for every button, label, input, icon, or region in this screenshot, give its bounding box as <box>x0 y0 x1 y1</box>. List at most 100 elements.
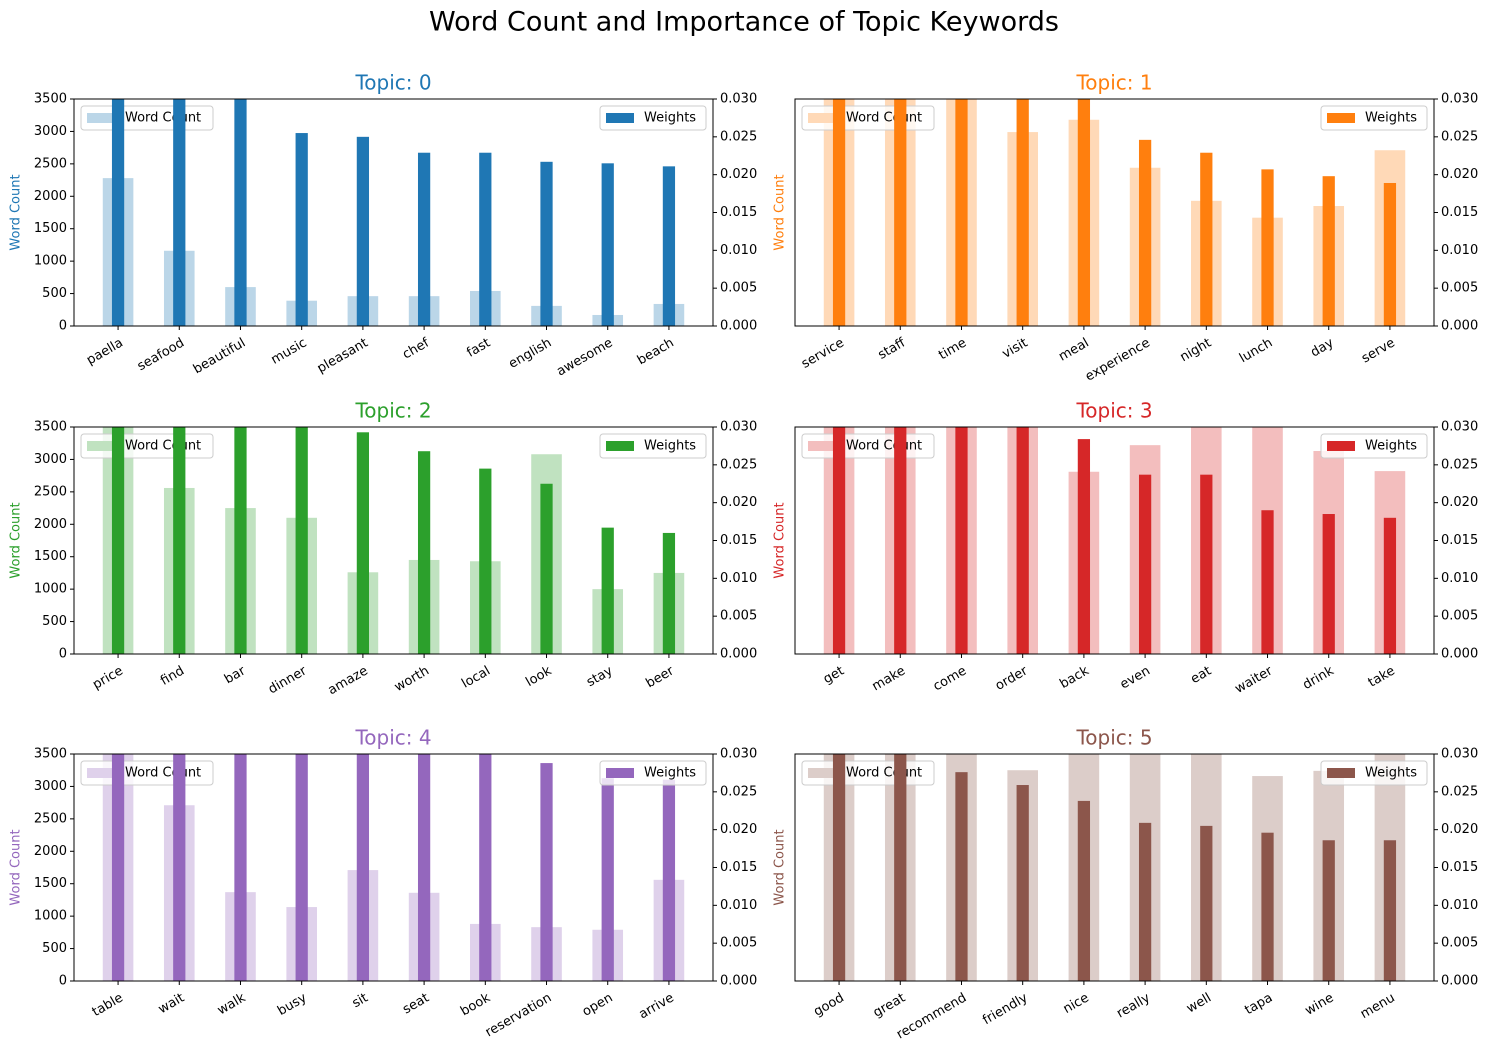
legend-frame <box>1320 105 1428 131</box>
bar <box>662 166 676 326</box>
bar <box>173 754 186 981</box>
x-tick-label: busy <box>275 990 310 1019</box>
bar <box>479 754 492 981</box>
bar <box>1200 825 1213 981</box>
plot-area: Word Count Weights <box>80 99 707 326</box>
x-tick-label: awesome <box>554 336 615 380</box>
y2-tick-label: 0.030 <box>720 420 757 435</box>
legend-label: Word Count <box>125 111 201 126</box>
x-tick-label: great <box>871 991 908 1021</box>
axes-title: Topic: 5 <box>1075 726 1152 750</box>
y2-tick-label: 0.020 <box>1441 167 1478 182</box>
x-tick-label: nice <box>1061 991 1092 1017</box>
bar <box>295 427 308 654</box>
bar <box>417 754 431 981</box>
y-tick-label: 3500 <box>34 420 67 435</box>
x-tick-label: table <box>90 991 126 1020</box>
bar <box>356 432 370 654</box>
legend: Weights <box>599 433 707 459</box>
axes-title: Topic: 0 <box>354 71 431 95</box>
legend-swatch <box>87 768 115 778</box>
y2-tick-label: 0.030 <box>1441 92 1478 107</box>
x-tick-label: eat <box>1188 664 1214 688</box>
bar <box>601 778 614 981</box>
bar <box>173 427 186 654</box>
bar <box>111 99 125 326</box>
x-tick-label: good <box>811 991 847 1020</box>
y-axis-label: Word Count <box>773 829 788 905</box>
bar <box>356 136 370 326</box>
legend-swatch <box>1327 441 1355 451</box>
legend-label: Word Count <box>846 439 922 454</box>
x-tick-label: beautiful <box>191 336 248 378</box>
y-tick-label: 2000 <box>34 844 67 859</box>
y2-tick-label: 0.010 <box>720 898 757 913</box>
bar <box>894 427 907 654</box>
y-axis-label: Word Count <box>773 174 788 250</box>
x-tick-label: serve <box>1359 336 1398 367</box>
y-tick-label: 3500 <box>34 747 67 762</box>
y-tick-label: 3000 <box>34 452 67 467</box>
bar <box>955 427 968 654</box>
y-tick-label: 1500 <box>34 549 67 564</box>
x-tick-label: open <box>580 991 616 1020</box>
bar <box>295 754 308 981</box>
legend-frame <box>599 760 707 786</box>
legend-frame <box>599 105 707 131</box>
bar <box>1261 169 1274 326</box>
y2-tick-label: 0.000 <box>720 319 757 334</box>
y2-tick-label: 0.025 <box>720 129 757 144</box>
bar <box>111 427 125 654</box>
y-tick-label: 1000 <box>34 582 67 597</box>
y2-tick-label: 0.005 <box>1441 609 1478 624</box>
legend-swatch <box>808 768 836 778</box>
x-tick-label: stay <box>584 663 616 690</box>
bar <box>601 163 614 326</box>
x-tick-label: seat <box>400 991 432 1018</box>
x-tick-label: look <box>523 663 554 690</box>
figure-title: Word Count and Importance of Topic Keywo… <box>429 7 1059 38</box>
y2-tick-label: 0.010 <box>720 571 757 586</box>
y2-tick-label: 0.020 <box>720 167 757 182</box>
x-tick-label: chef <box>400 335 432 362</box>
bar <box>1322 514 1335 654</box>
y2-tick-label: 0.015 <box>720 205 757 220</box>
axes-frame <box>794 753 1435 982</box>
x-tick-label: night <box>1178 336 1214 366</box>
legend: Word Count <box>80 105 214 131</box>
legend: Weights <box>599 760 707 786</box>
y2-tick-label: 0.000 <box>1441 974 1478 989</box>
legend: Weights <box>599 105 707 131</box>
y2-tick-label: 0.020 <box>720 495 757 510</box>
bar <box>1138 474 1152 654</box>
y2-tick-label: 0.005 <box>720 609 757 624</box>
x-tick-label: music <box>269 336 310 368</box>
x-tick-label: friendly <box>980 990 1030 1028</box>
bar <box>662 532 676 654</box>
x-tick-label: service <box>799 336 847 372</box>
legend-swatch <box>87 113 115 123</box>
y-tick-label: 0 <box>59 647 67 662</box>
legend-label: Word Count <box>125 439 201 454</box>
plot-area: Word Count Weights <box>801 427 1428 654</box>
x-tick-label: find <box>158 664 187 689</box>
x-tick-label: back <box>1057 663 1092 692</box>
y-axis-label: Word Count <box>9 502 24 578</box>
legend: Weights <box>1320 105 1428 131</box>
x-tick-label: worth <box>392 664 432 696</box>
bar <box>894 99 907 326</box>
y2-tick-label: 0.005 <box>720 936 757 951</box>
x-tick-label: order <box>993 663 1031 694</box>
bar <box>540 161 553 326</box>
y-tick-label: 0 <box>59 974 67 989</box>
y2-tick-label: 0.025 <box>720 457 757 472</box>
y2-tick-label: 0.030 <box>720 747 757 762</box>
x-tick-label: book <box>458 990 493 1019</box>
y2-tick-label: 0.000 <box>1441 647 1478 662</box>
x-tick-label: paella <box>84 336 126 369</box>
bar <box>1322 176 1335 326</box>
legend: Word Count <box>80 433 214 459</box>
x-tick-label: make <box>870 664 908 695</box>
y-tick-label: 500 <box>42 286 67 301</box>
